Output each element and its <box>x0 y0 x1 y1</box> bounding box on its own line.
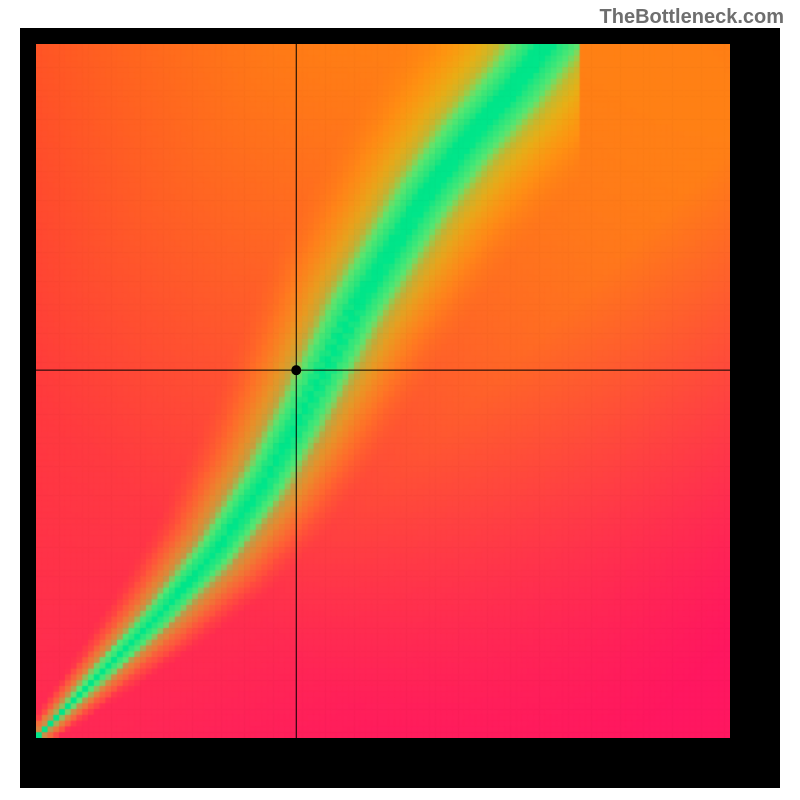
bottleneck-heatmap <box>36 44 730 738</box>
watermark-text: TheBottleneck.com <box>600 6 784 29</box>
container: TheBottleneck.com <box>0 0 800 800</box>
